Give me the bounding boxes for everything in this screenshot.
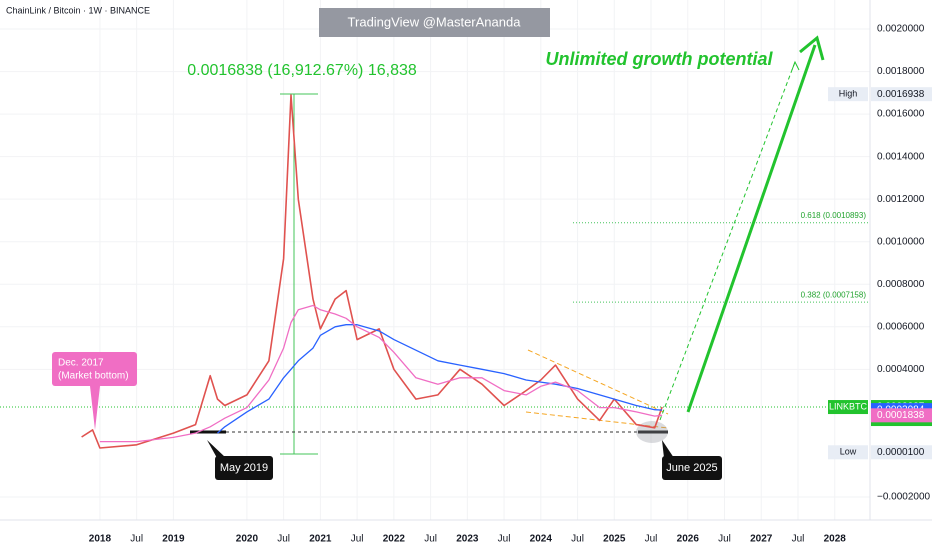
projection-arrowhead xyxy=(799,35,825,61)
callout-pointer xyxy=(662,440,674,458)
x-tick-label: 2025 xyxy=(603,534,626,545)
x-tick-label: Jul xyxy=(277,534,290,545)
measure-label: 0.0016838 (16,912.67%) 16,838 xyxy=(187,62,417,79)
price-tag xyxy=(871,408,932,423)
price-tag-label: 0.0001838 xyxy=(877,410,925,421)
price-tag-name: High xyxy=(839,89,858,99)
series xyxy=(81,94,663,449)
price-tags: 0.0016938High3d 8h0.0002227LINKBTC0.0002… xyxy=(828,87,932,460)
series-line xyxy=(99,304,663,443)
x-tick-label: Jul xyxy=(498,534,511,545)
callout-text: Dec. 2017 xyxy=(58,358,104,369)
callout-box xyxy=(662,456,722,480)
price-tag-label: 0.0000100 xyxy=(877,447,925,458)
y-tick-label: −0.0002000 xyxy=(877,492,931,503)
y-tick-label: 0.0010000 xyxy=(877,236,925,247)
projection-arrowhead xyxy=(791,60,800,71)
x-tick-label: 2024 xyxy=(530,534,553,545)
callout-box xyxy=(52,352,137,386)
price-tag-name: Low xyxy=(840,447,857,457)
x-tick-label: Jul xyxy=(792,534,805,545)
price-tag xyxy=(871,87,932,102)
price-tag-name-box xyxy=(828,445,868,460)
y-tick-label: 0.0016000 xyxy=(877,109,925,120)
x-tick-label: Jul xyxy=(351,534,364,545)
highlight xyxy=(636,421,668,443)
callout-text: May 2019 xyxy=(220,462,268,474)
chart-title: ChainLink / Bitcoin · 1W · BINANCE xyxy=(6,5,150,15)
x-tick-label: 2028 xyxy=(824,534,847,545)
fib-label: 0.618 (0.0010893) xyxy=(801,211,867,220)
y-tick-label: 0.0014000 xyxy=(877,151,925,162)
x-tick-label: Jul xyxy=(130,534,143,545)
x-tick-label: 2020 xyxy=(236,534,259,545)
x-tick-label: 2027 xyxy=(750,534,773,545)
callout-pointer xyxy=(207,440,226,458)
callout-text: (Market bottom) xyxy=(58,371,129,382)
y-tick-label: 0.0006000 xyxy=(877,321,925,332)
grid xyxy=(0,0,870,520)
y-tick-label: 0.0008000 xyxy=(877,279,925,290)
callout-pointer xyxy=(90,386,100,430)
x-tick-label: 2019 xyxy=(162,534,185,545)
y-tick-label: 0.0020000 xyxy=(877,24,925,35)
x-tick-label: 2026 xyxy=(677,534,700,545)
x-tick-label: Jul xyxy=(718,534,731,545)
y-tick-label: 0.0004000 xyxy=(877,364,925,375)
price-tag-name-box xyxy=(828,400,868,415)
x-tick-label: 2018 xyxy=(89,534,112,545)
x-tick-label: Jul xyxy=(645,534,658,545)
series-line xyxy=(81,94,663,449)
price-tag-name: LINKBTC xyxy=(829,401,868,411)
price-tag xyxy=(871,445,932,460)
callout-box xyxy=(215,456,273,480)
headline: Unlimited growth potential xyxy=(546,49,774,69)
x-tick-label: Jul xyxy=(424,534,437,545)
y-tick-label: 0.0012000 xyxy=(877,194,925,205)
x-tick-label: Jul xyxy=(571,534,584,545)
price-tag-name-box xyxy=(828,87,868,102)
fib-label: 0.382 (0.0007158) xyxy=(801,290,867,299)
wedge-line xyxy=(527,349,669,415)
projection-dashed xyxy=(659,61,796,421)
x-tick-label: 2023 xyxy=(456,534,479,545)
projection-arrow xyxy=(686,44,817,413)
watermark-box xyxy=(319,8,550,37)
x-tick-label: 2021 xyxy=(309,534,332,545)
series-line xyxy=(217,324,663,434)
x-tick-label: 2022 xyxy=(383,534,406,545)
callout-text: June 2025 xyxy=(666,462,717,474)
watermark: TradingView @MasterAnanda xyxy=(348,14,522,29)
price-tag-label: 0.0016938 xyxy=(877,89,925,100)
y-tick-label: 0.0018000 xyxy=(877,66,925,77)
